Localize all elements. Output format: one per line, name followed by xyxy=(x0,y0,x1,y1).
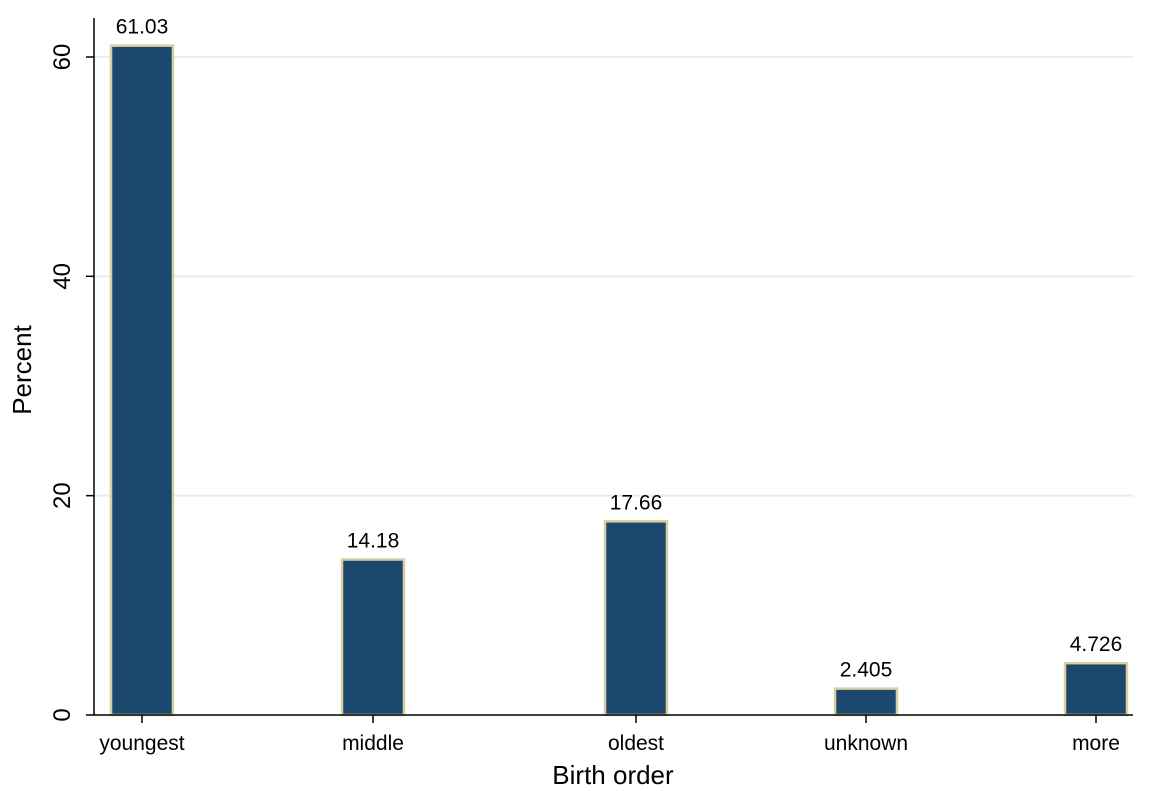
bars xyxy=(109,44,1129,717)
bar-oldest xyxy=(603,520,669,717)
y-tick-label: 20 xyxy=(49,482,76,509)
bar-value-labels: 61.03 14.18 17.66 2.405 4.726 xyxy=(116,16,1123,682)
x-axis-label: Birth order xyxy=(552,760,674,790)
bar-value-label: 14.18 xyxy=(347,529,400,552)
x-tick-label: youngest xyxy=(99,732,184,755)
y-tick-label: 40 xyxy=(49,263,76,290)
x-ticks: youngest middle oldest unknown more xyxy=(99,715,1120,755)
y-ticks: 0 20 40 60 xyxy=(49,44,94,722)
y-tick-label: 0 xyxy=(49,708,76,721)
gridlines xyxy=(94,55,1133,497)
bar-value-label: 4.726 xyxy=(1070,633,1123,656)
y-axis-label: Percent xyxy=(7,324,37,414)
bar-value-label: 61.03 xyxy=(116,16,169,39)
x-tick-label: unknown xyxy=(824,732,908,755)
bar-youngest xyxy=(109,44,175,717)
bar-value-label: 17.66 xyxy=(610,491,663,514)
y-tick-label: 60 xyxy=(49,44,76,71)
x-tick-label: more xyxy=(1072,732,1120,755)
bar-unknown xyxy=(833,687,899,717)
bar-middle xyxy=(340,558,406,717)
bar-more xyxy=(1063,661,1129,717)
x-tick-label: middle xyxy=(342,732,404,755)
x-tick-label: oldest xyxy=(608,732,664,755)
bar-value-label: 2.405 xyxy=(840,659,893,682)
